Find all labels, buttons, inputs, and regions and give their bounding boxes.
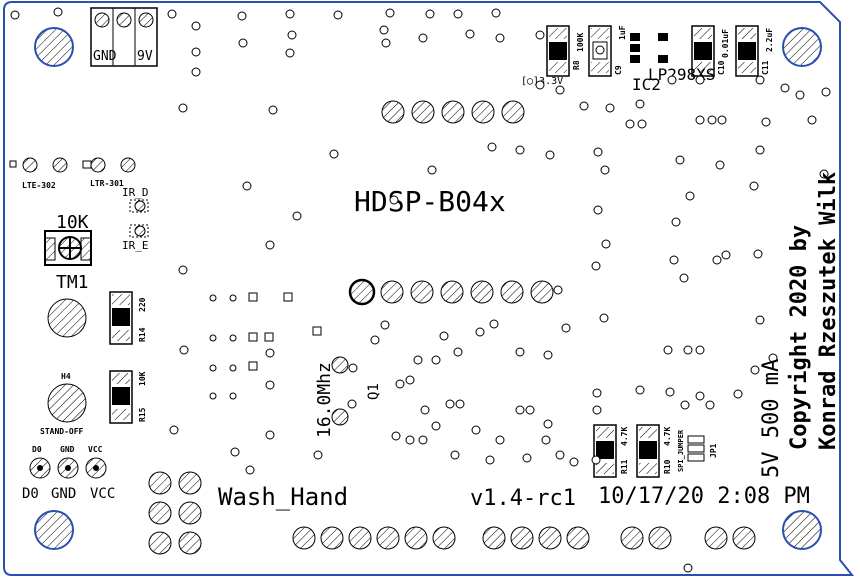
c11-value-label: 2.2uF: [765, 28, 774, 52]
r14-value-label: 220: [138, 297, 147, 312]
copyright-line2: Konrad Rzeszutek Wilk: [816, 172, 841, 450]
standoff-holes: [47, 298, 87, 423]
lte302-label: LTE-302: [22, 181, 56, 190]
copyright-line1: Copyright 2020 by: [787, 225, 812, 450]
r11-value-label: 4.7K: [620, 427, 629, 446]
project-name-label: Wash_Hand: [218, 483, 348, 511]
c9-value-label: 1uF: [618, 25, 627, 40]
ir-e-label: IR_E: [122, 239, 149, 252]
c10-value-label: 0.01uF: [721, 29, 730, 58]
pot-ref-label: TM1: [56, 272, 89, 293]
r10-value-label: 4.7K: [663, 427, 672, 446]
timestamp-label: 10/17/20 2:08 PM: [598, 484, 810, 509]
small-vcc-label: VCC: [88, 445, 103, 454]
small-gnd-label: GND: [60, 445, 75, 454]
h4-label: H4: [61, 372, 71, 381]
c9-ref-label: C9: [614, 65, 623, 75]
mounting-hole: [782, 510, 822, 550]
resistor-r11: 4.7K R11: [593, 424, 629, 478]
big-vcc-label: VCC: [90, 486, 115, 502]
crystal-ref-label: Q1: [366, 383, 382, 400]
power-header-gnd-label: GND: [93, 49, 117, 64]
standoff-hole: [47, 383, 87, 423]
mounting-hole: [34, 510, 74, 550]
resistor-r15: 10K R15: [109, 370, 147, 424]
d0-header: D0 GND VCC D0 GND VCC: [22, 445, 115, 502]
pot-value-label: 10K: [56, 212, 89, 233]
c11-ref-label: C11: [761, 60, 770, 75]
power-header-9v-label: 9V: [137, 49, 153, 64]
mounting-holes: [34, 27, 822, 550]
r11-ref-label: R11: [620, 459, 629, 474]
display-pads-top: [381, 100, 525, 124]
current-label: 5V 500 mA: [759, 359, 784, 478]
capacitor-c10: 0.01uF C10: [691, 25, 730, 77]
ir-d-label: IR_D: [122, 186, 149, 199]
ltr301-label: LTR-301: [90, 179, 124, 188]
crystal-q1: 16.0Mhz Q1: [312, 326, 382, 438]
version-label: v1.4-rc1: [470, 486, 576, 511]
capacitor-c11: 2.2uF C11: [735, 25, 774, 77]
r15-value-label: 10K: [138, 371, 147, 386]
display-pads-bottom: [348, 278, 554, 306]
big-d0-label: D0: [22, 486, 39, 502]
standoff-hole: [47, 298, 87, 338]
bottom-header-left: [148, 471, 202, 555]
standoff-label: STAND-OFF: [40, 427, 84, 436]
power-header: GND 9V: [90, 7, 158, 67]
spi-jumper-label: SPI_JUMPER: [677, 429, 685, 472]
display-label: HDSP-B04x: [354, 185, 506, 218]
trimmer-tm1: 10K TM1: [44, 212, 92, 293]
capacitor-c9: 1uF C9: [588, 25, 627, 77]
regulator-ref-label: IC2: [632, 75, 661, 94]
mounting-hole: [782, 27, 822, 67]
spi-jumper: SPI_JUMPER JP1: [677, 429, 718, 472]
bottom-header-row: [292, 526, 756, 550]
crystal-label: 16.0Mhz: [314, 362, 335, 438]
r8-value-label: 100K: [576, 33, 585, 52]
board-outline: [3, 1, 855, 576]
vias: [10, 7, 831, 573]
r8-ref-label: R8: [572, 60, 581, 70]
resistor-r8: 100K R8: [546, 25, 585, 77]
resistor-r10: 4.7K R10: [636, 424, 672, 478]
c10-ref-label: C10: [717, 60, 726, 75]
mounting-hole: [34, 27, 74, 67]
square-test-pads: [248, 292, 293, 371]
jp1-label: JP1: [709, 443, 718, 458]
small-d0-label: D0: [32, 445, 42, 454]
resistor-r14: 220 R14: [109, 291, 147, 345]
r15-ref-label: R15: [138, 407, 147, 422]
r14-ref-label: R14: [138, 327, 147, 342]
r10-ref-label: R10: [663, 459, 672, 474]
ir-sensors: LTE-302 LTR-301 IR_D IR_E: [9, 157, 149, 252]
big-gnd-label: GND: [51, 486, 76, 502]
